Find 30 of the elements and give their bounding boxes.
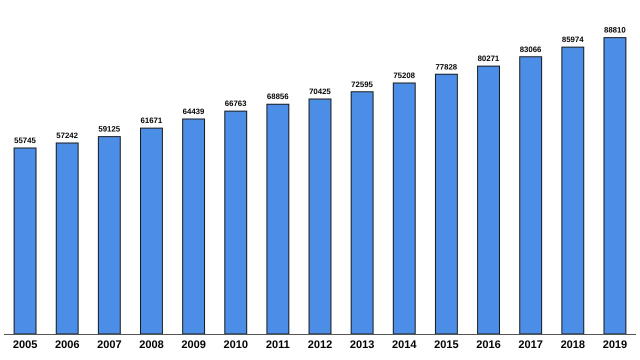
bar — [182, 118, 206, 334]
x-tick-label: 2018 — [560, 339, 586, 352]
x-tick-label: 2005 — [12, 339, 38, 352]
bar — [140, 128, 163, 334]
x-tick-label: 2015 — [434, 339, 459, 352]
x-tick-label: 2012 — [308, 339, 332, 352]
x-tick-label: 2009 — [181, 339, 206, 352]
bar — [56, 142, 79, 334]
bar — [224, 110, 248, 334]
x-tick-label: 2016 — [476, 339, 501, 352]
bar — [98, 136, 121, 334]
x-tick-label: 2011 — [266, 339, 290, 352]
bar — [392, 82, 416, 334]
bar — [14, 147, 37, 334]
x-tick-label: 2017 — [518, 339, 543, 352]
bar — [308, 98, 332, 334]
x-tick-label: 2013 — [350, 339, 374, 352]
bar — [477, 66, 500, 334]
x-tick-label: 2010 — [223, 339, 248, 352]
x-tick-label: 2006 — [54, 339, 80, 352]
bar — [603, 37, 626, 334]
x-tick-label: 2007 — [97, 339, 122, 352]
x-tick-label: 2019 — [602, 339, 628, 352]
x-tick-label: 2008 — [139, 339, 164, 352]
bar — [519, 56, 542, 334]
bar — [561, 46, 584, 334]
bar — [266, 104, 290, 334]
bar — [350, 91, 374, 334]
x-tick-label: 2014 — [392, 339, 418, 352]
bar — [434, 74, 458, 334]
